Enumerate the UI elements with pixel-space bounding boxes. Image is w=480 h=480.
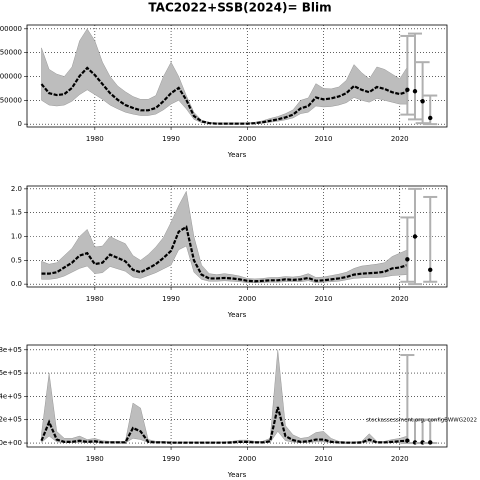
x-tick-label: 2000: [238, 135, 256, 143]
estimate-line: [40, 66, 408, 125]
plot-frame: [26, 24, 448, 128]
y-tick-label: 50000: [0, 96, 22, 104]
projection-point: [405, 257, 410, 262]
y-tick-label: 6e+05: [0, 369, 22, 377]
x-tick-label: 2020: [391, 295, 409, 303]
x-axis-label: Years: [227, 471, 247, 479]
x-tick-label: 2000: [238, 455, 256, 463]
y-tick-label: 1.5: [11, 209, 22, 217]
x-tick-label: 1980: [86, 135, 104, 143]
y-tick-label: 0e+00: [0, 439, 22, 447]
y-tick-label: 100000: [0, 72, 22, 80]
y-tick-label: 0.0: [11, 280, 22, 288]
confidence-band: [41, 190, 408, 283]
y-tick-label: 4e+05: [0, 392, 22, 400]
x-tick-label: 1980: [86, 295, 104, 303]
x-tick-label: 1990: [162, 295, 180, 303]
x-axis-label: Years: [227, 151, 247, 159]
annotation: stockassessment.org, configBWWG2022: [366, 418, 477, 424]
x-tick-label: 2000: [238, 295, 256, 303]
x-tick-label: 2020: [391, 455, 409, 463]
y-tick-label: 200000: [0, 25, 22, 33]
projection-point: [420, 99, 425, 104]
projection-point: [428, 115, 433, 121]
projection-point: [428, 267, 433, 273]
x-tick-label: 1990: [162, 135, 180, 143]
y-tick-label: 2.0: [11, 185, 22, 193]
x-axis-label: Years: [227, 311, 247, 319]
projection-point: [412, 234, 418, 239]
projection-point: [405, 87, 410, 93]
projection-point: [412, 89, 418, 94]
x-tick-label: 2020: [391, 135, 409, 143]
y-tick-label: 1.0: [11, 233, 22, 241]
figure-title: TAC2022+SSB(2024)= Blim: [148, 1, 331, 15]
y-tick-label: 2e+05: [0, 416, 22, 424]
plot-frame: [26, 344, 448, 448]
x-tick-label: 2010: [315, 455, 333, 463]
projection-point: [405, 438, 410, 443]
plot-frame: [26, 185, 448, 288]
estimate-line: [41, 225, 408, 283]
x-tick-label: 2010: [315, 135, 333, 143]
y-tick-label: 0: [18, 120, 22, 128]
projection-point: [428, 440, 433, 445]
estimate-line: [40, 406, 408, 444]
x-tick-label: 2010: [315, 295, 333, 303]
y-tick-label: 150000: [0, 49, 22, 57]
x-tick-label: 1990: [162, 455, 180, 463]
x-tick-label: 1980: [86, 455, 104, 463]
y-tick-label: 8e+05: [0, 346, 22, 354]
y-tick-label: 0.5: [11, 256, 22, 264]
